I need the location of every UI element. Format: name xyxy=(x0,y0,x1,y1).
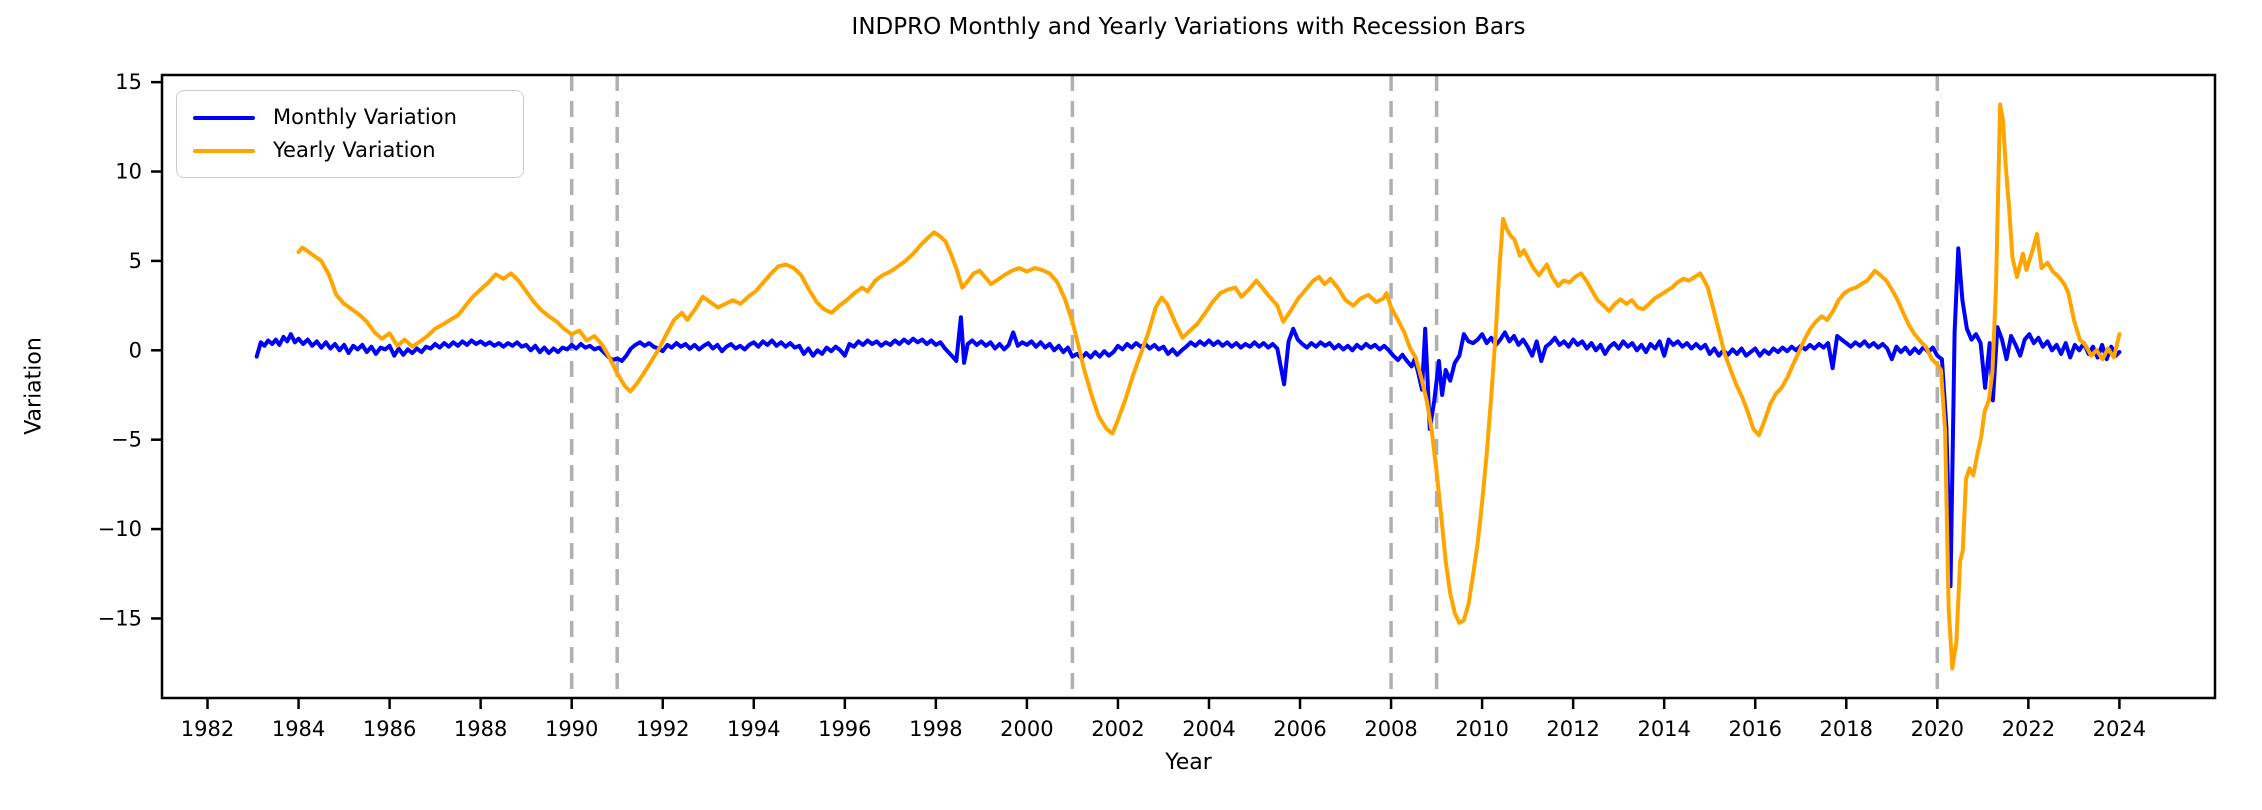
y-tick-label: −5 xyxy=(111,428,142,452)
x-tick-label: 2024 xyxy=(2093,717,2146,741)
x-tick-label: 2022 xyxy=(2002,717,2055,741)
legend-label-yearly: Yearly Variation xyxy=(273,138,436,162)
x-tick-label: 2014 xyxy=(1637,717,1690,741)
yearly-variation-line xyxy=(296,102,2122,671)
x-tick-label: 1988 xyxy=(454,717,507,741)
y-axis-label: Variation xyxy=(21,337,47,435)
x-tick-label: 1986 xyxy=(363,717,416,741)
x-tick-label: 1982 xyxy=(181,717,234,741)
x-axis-label: Year xyxy=(1165,750,1212,775)
chart-title: INDPRO Monthly and Yearly Variations wit… xyxy=(851,14,1526,40)
x-tick-label: 2006 xyxy=(1273,717,1326,741)
y-tick-label: 5 xyxy=(129,249,142,273)
x-tick-label: 2016 xyxy=(1729,717,1782,741)
y-tick-label: −15 xyxy=(98,606,142,630)
x-tick-label: 1992 xyxy=(636,717,689,741)
y-tick-label: 10 xyxy=(115,160,142,184)
x-tick-label: 2002 xyxy=(1091,717,1144,741)
legend-item-yearly: Yearly Variation xyxy=(193,140,523,161)
x-tick-label: 1994 xyxy=(727,717,780,741)
y-tick-label: −10 xyxy=(98,517,142,541)
x-tick-label: 1984 xyxy=(272,717,325,741)
x-tick-label: 2010 xyxy=(1455,717,1508,741)
x-tick-label: 1996 xyxy=(818,717,871,741)
x-tick-label: 2008 xyxy=(1364,717,1417,741)
yearly-line-swatch xyxy=(193,148,255,153)
legend-item-monthly: Monthly Variation xyxy=(193,107,523,128)
x-tick-label: 2000 xyxy=(1000,717,1053,741)
legend-label-monthly: Monthly Variation xyxy=(273,105,457,129)
x-tick-label: 2004 xyxy=(1182,717,1235,741)
x-tick-label: 1990 xyxy=(545,717,598,741)
y-tick-label: 15 xyxy=(115,70,142,94)
x-tick-label: 1998 xyxy=(909,717,962,741)
x-tick-label: 2018 xyxy=(1820,717,1873,741)
monthly-variation-line xyxy=(254,246,2122,589)
x-tick-label: 2012 xyxy=(1546,717,1599,741)
axes-frame xyxy=(160,73,2217,700)
monthly-line-swatch xyxy=(193,115,255,120)
y-tick-label: 0 xyxy=(129,338,142,362)
x-tick-label: 2020 xyxy=(1911,717,1964,741)
legend: Monthly Variation Yearly Variation xyxy=(176,90,524,178)
